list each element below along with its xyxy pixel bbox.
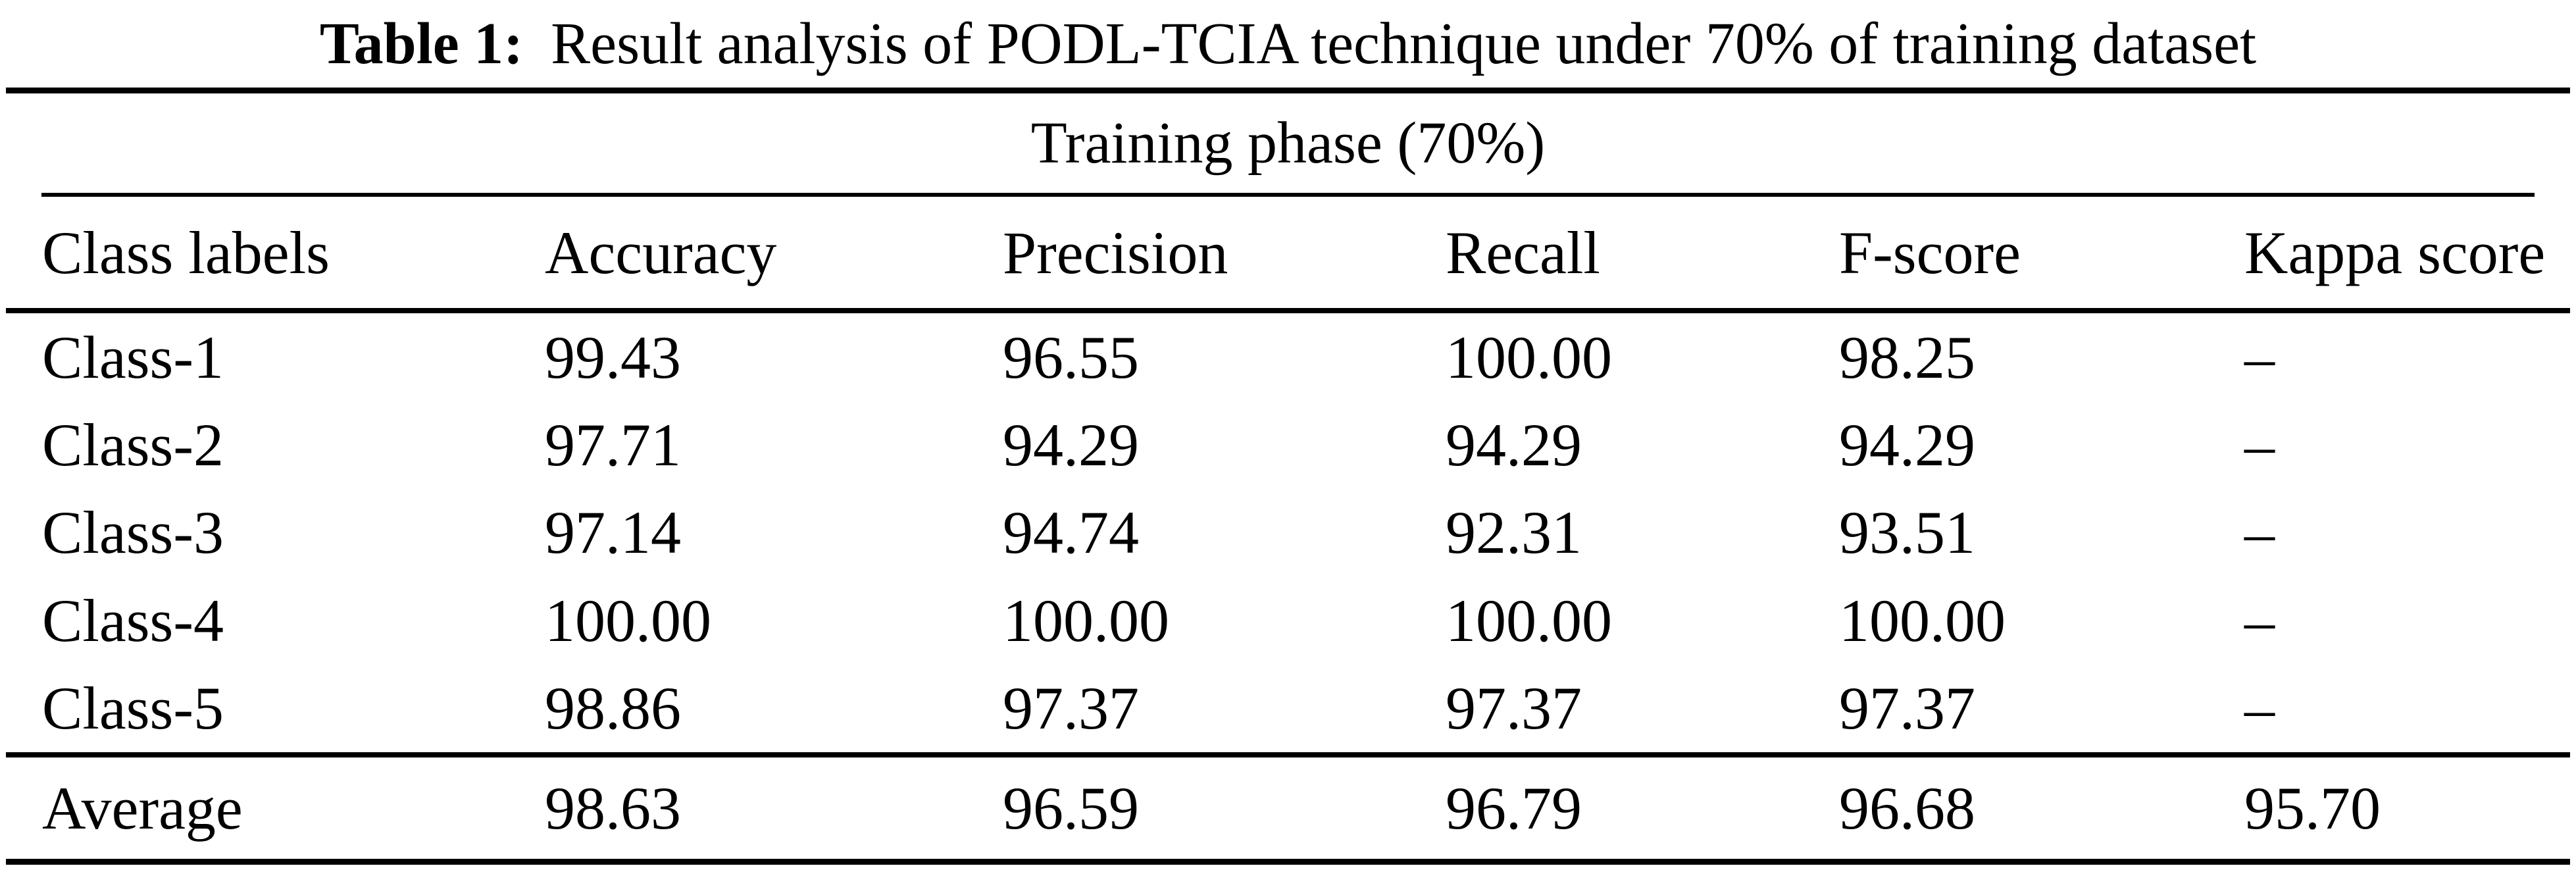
row-label: Average xyxy=(42,774,243,842)
column-header-accuracy: Accuracy xyxy=(545,218,777,286)
table-caption: Table 1: Result analysis of PODL-TCIA te… xyxy=(0,0,2576,88)
bottom-margin xyxy=(0,865,2576,870)
cell-value: – xyxy=(2244,411,2275,479)
table-row: Class-3 97.14 94.74 92.31 93.51 – xyxy=(0,489,2576,576)
cell-value: 97.37 xyxy=(1446,675,1582,742)
table-row: Class-1 99.43 96.55 100.00 98.25 – xyxy=(0,313,2576,401)
cell-value: 98.86 xyxy=(545,675,681,742)
cell-value: 100.00 xyxy=(545,586,711,654)
group-header-rule xyxy=(41,193,2535,197)
cell-value: 95.70 xyxy=(2244,774,2381,842)
cell-value: 96.55 xyxy=(1003,323,1139,391)
cell-value: 98.63 xyxy=(545,774,681,842)
column-header-kappa-score: Kappa score xyxy=(2244,218,2546,286)
cell-value: 100.00 xyxy=(1446,586,1612,654)
cell-value: 98.25 xyxy=(1839,323,1975,391)
column-header-recall: Recall xyxy=(1446,218,1600,286)
header-row: Class labels Accuracy Precision Recall F… xyxy=(0,197,2576,308)
cell-value: 100.00 xyxy=(1003,586,1169,654)
cell-value: 96.68 xyxy=(1839,774,1975,842)
table-row: Class-5 98.86 97.37 97.37 97.37 – xyxy=(0,665,2576,752)
cell-value: 94.29 xyxy=(1003,411,1139,479)
cell-value: 92.31 xyxy=(1446,499,1582,567)
cell-value: 97.37 xyxy=(1003,675,1139,742)
cell-value: – xyxy=(2244,499,2275,567)
header-rule xyxy=(6,308,2570,313)
table-caption-text: Result analysis of PODL-TCIA technique u… xyxy=(551,11,2257,76)
cell-value: – xyxy=(2244,675,2275,742)
column-header-f-score: F-score xyxy=(1839,218,2021,286)
column-header-precision: Precision xyxy=(1003,218,1228,286)
cell-value: 97.71 xyxy=(545,411,681,479)
cell-value: 97.37 xyxy=(1839,675,1975,742)
cell-value: 94.29 xyxy=(1839,411,1975,479)
cell-value: 99.43 xyxy=(545,323,681,391)
top-rule xyxy=(6,88,2570,93)
cell-value: 94.29 xyxy=(1446,411,1582,479)
cell-value: – xyxy=(2244,586,2275,654)
row-label: Class-2 xyxy=(42,411,224,479)
row-label: Class-1 xyxy=(42,323,224,391)
table-caption-label: Table 1: xyxy=(319,11,524,76)
row-label: Class-3 xyxy=(42,499,224,567)
table-row: Class-2 97.71 94.29 94.29 94.29 – xyxy=(0,401,2576,488)
cell-value: 96.59 xyxy=(1003,774,1139,842)
summary-rule xyxy=(6,752,2570,757)
table-row: Class-4 100.00 100.00 100.00 100.00 – xyxy=(0,576,2576,664)
cell-value: 100.00 xyxy=(1839,586,2006,654)
cell-value: – xyxy=(2244,323,2275,391)
cell-value: 93.51 xyxy=(1839,499,1975,567)
row-label: Class-4 xyxy=(42,586,224,654)
row-label: Class-5 xyxy=(42,675,224,742)
cell-value: 97.14 xyxy=(545,499,681,567)
average-row: Average 98.63 96.59 96.79 96.68 95.70 xyxy=(0,757,2576,859)
cell-value: 96.79 xyxy=(1446,774,1582,842)
bottom-rule xyxy=(6,858,2570,865)
group-header: Training phase (70%) xyxy=(1030,111,1546,176)
cell-value: 94.74 xyxy=(1003,499,1139,567)
cell-value: 100.00 xyxy=(1446,323,1612,391)
column-header-class-labels: Class labels xyxy=(42,218,330,286)
